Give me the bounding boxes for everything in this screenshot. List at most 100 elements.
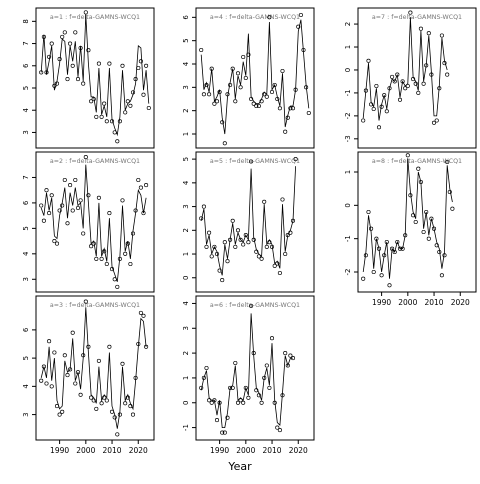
data-point: [269, 89, 275, 95]
data-point: [442, 61, 447, 66]
y-tick-label: 6: [22, 327, 30, 332]
data-point: [376, 246, 382, 251]
data-point: [411, 77, 416, 82]
data-point: [54, 241, 60, 246]
data-point: [264, 94, 269, 99]
data-point: [408, 10, 413, 15]
data-point: [225, 415, 230, 420]
data-point: [128, 261, 133, 267]
x-tick-label: 2000: [76, 446, 95, 455]
y-tick-label: 2: [182, 228, 190, 232]
panel-title: a=7 : f=delta-GAMNS-WCQ1: [372, 14, 462, 21]
data-point: [371, 106, 376, 112]
data-point: [301, 47, 306, 53]
y-tick-label: 1: [182, 252, 190, 256]
data-point: [65, 77, 70, 82]
data-point: [288, 106, 293, 111]
data-point: [233, 360, 238, 366]
data-point: [73, 381, 78, 386]
data-point: [99, 256, 104, 261]
data-point: [204, 82, 209, 88]
y-tick-label: 3: [22, 130, 30, 134]
data-point: [283, 351, 288, 356]
data-point: [70, 63, 75, 68]
data-point: [57, 57, 62, 62]
data-point: [115, 284, 120, 289]
data-point: [416, 166, 421, 171]
data-point: [259, 400, 264, 405]
data-point: [89, 99, 94, 104]
data-point: [395, 239, 400, 245]
data-point: [136, 341, 141, 347]
data-point: [222, 240, 227, 245]
data-point: [400, 79, 405, 84]
data-point: [424, 63, 429, 68]
data-point: [413, 81, 418, 86]
data-point: [387, 86, 392, 91]
data-point: [384, 109, 389, 114]
data-point: [104, 398, 109, 403]
data-point: [207, 230, 212, 235]
data-point: [94, 114, 99, 119]
data-point: [117, 256, 122, 261]
data-point: [361, 276, 366, 281]
y-tick-label: -1: [182, 424, 190, 431]
data-point: [214, 251, 220, 257]
data-point: [75, 77, 81, 82]
data-point: [445, 159, 450, 165]
data-point: [374, 236, 379, 241]
data-point: [395, 72, 400, 77]
data-point: [217, 89, 222, 95]
data-point: [49, 193, 54, 198]
data-point: [220, 430, 225, 435]
data-point: [109, 119, 115, 124]
y-tick-label: 5: [182, 157, 190, 161]
y-tick-label: 8: [22, 19, 30, 23]
fitted-line: [362, 158, 453, 279]
data-point: [418, 26, 423, 31]
data-point: [228, 82, 233, 88]
data-point: [86, 344, 91, 349]
data-point: [109, 409, 115, 414]
data-point: [254, 249, 259, 254]
panel-frame: [195, 7, 315, 149]
data-point: [44, 70, 49, 75]
panel-3: a=3 : f=delta-GAMNS-WCQ1 3 4 5 6 1990 2000 2010…: [22, 295, 155, 455]
panel-frame: [195, 295, 315, 441]
data-point: [199, 216, 204, 221]
data-point: [89, 395, 94, 400]
y-tick-label: 4: [182, 180, 190, 185]
data-point: [39, 378, 44, 383]
data-point: [201, 375, 206, 380]
data-point: [254, 388, 259, 393]
data-point: [256, 393, 261, 398]
data-point: [269, 336, 275, 341]
data-point: [68, 367, 73, 372]
data-point: [363, 253, 368, 258]
data-point: [408, 193, 413, 198]
y-tick-label: 1: [344, 45, 352, 49]
data-point: [222, 141, 227, 146]
data-point: [99, 114, 104, 119]
data-point: [293, 157, 298, 162]
y-tick-label: 2: [182, 351, 190, 355]
data-point: [130, 231, 136, 236]
y-tick-label: 7: [22, 175, 30, 179]
data-point: [107, 211, 112, 216]
y-tick-label: -2: [344, 112, 352, 119]
data-point: [75, 370, 81, 375]
data-point: [431, 120, 437, 125]
data-point: [429, 72, 434, 77]
data-point: [439, 273, 444, 278]
data-point: [445, 72, 450, 77]
data-point: [96, 358, 101, 363]
data-point: [96, 195, 101, 200]
data-point: [141, 92, 146, 97]
y-tick-label: 5: [22, 86, 30, 90]
data-point: [397, 97, 403, 102]
data-point: [73, 30, 78, 35]
data-point: [376, 125, 382, 130]
data-point: [293, 87, 298, 92]
panel-title: a=2 : f=delta-GAMNS-WCQ1: [50, 158, 140, 165]
data-point: [91, 398, 96, 403]
